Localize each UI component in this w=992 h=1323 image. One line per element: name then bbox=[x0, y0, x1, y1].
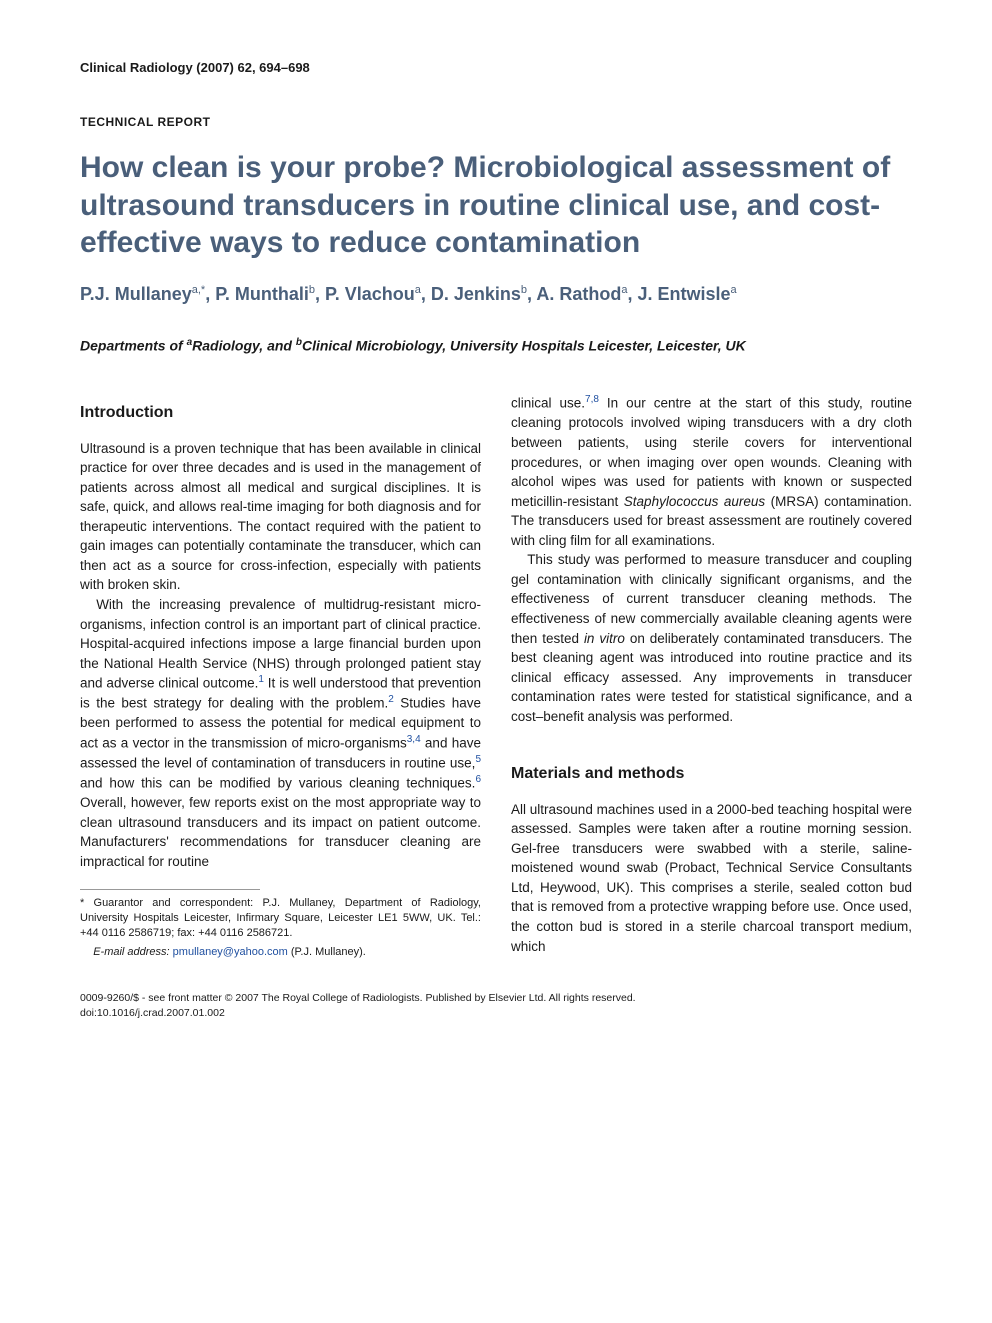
email-label: E-mail address: bbox=[93, 946, 169, 958]
correspondent-footnote: * Guarantor and correspondent: P.J. Mull… bbox=[80, 896, 481, 941]
intro-paragraph-1: Ultrasound is a proven technique that ha… bbox=[80, 439, 481, 596]
intro-paragraph-2-continued: clinical use.7,8 In our centre at the st… bbox=[511, 393, 912, 550]
citation-link[interactable]: 6 bbox=[475, 774, 481, 785]
intro-paragraph-3: This study was performed to measure tran… bbox=[511, 550, 912, 726]
column-right: clinical use.7,8 In our centre at the st… bbox=[511, 393, 912, 961]
copyright-footer: 0009-9260/$ - see front matter © 2007 Th… bbox=[80, 991, 912, 1020]
footnote-separator bbox=[80, 889, 260, 890]
citation-link[interactable]: 7,8 bbox=[585, 394, 599, 405]
article-title: How clean is your probe? Microbiological… bbox=[80, 149, 912, 262]
doi-line: doi:10.1016/j.crad.2007.01.002 bbox=[80, 1006, 912, 1021]
section-heading-introduction: Introduction bbox=[80, 401, 481, 424]
citation-link[interactable]: 5 bbox=[475, 754, 481, 765]
species-name: Staphylococcus aureus bbox=[624, 494, 765, 509]
methods-paragraph-1: All ultrasound machines used in a 2000-b… bbox=[511, 800, 912, 957]
email-footnote: E-mail address: pmullaney@yahoo.com (P.J… bbox=[80, 945, 481, 961]
body-text: clinical use. bbox=[511, 396, 585, 411]
latin-phrase: in vitro bbox=[584, 631, 625, 646]
email-suffix: (P.J. Mullaney). bbox=[288, 946, 366, 958]
email-link[interactable]: pmullaney@yahoo.com bbox=[173, 946, 288, 958]
article-type-label: TECHNICAL REPORT bbox=[80, 115, 912, 129]
affiliations-line: Departments of aRadiology, and bClinical… bbox=[80, 337, 912, 354]
section-heading-methods: Materials and methods bbox=[511, 762, 912, 785]
copyright-line: 0009-9260/$ - see front matter © 2007 Th… bbox=[80, 991, 912, 1006]
authors-line: P.J. Mullaneya,*, P. Munthalib, P. Vlach… bbox=[80, 282, 912, 307]
journal-citation: Clinical Radiology (2007) 62, 694–698 bbox=[80, 60, 912, 75]
column-left: Introduction Ultrasound is a proven tech… bbox=[80, 393, 481, 961]
body-text: In our centre at the start of this study… bbox=[511, 396, 912, 509]
body-columns: Introduction Ultrasound is a proven tech… bbox=[80, 393, 912, 961]
body-text: Overall, however, few reports exist on t… bbox=[80, 795, 481, 869]
body-text: and how this can be modified by various … bbox=[80, 776, 475, 791]
citation-link[interactable]: 3,4 bbox=[407, 734, 421, 745]
intro-paragraph-2: With the increasing prevalence of multid… bbox=[80, 595, 481, 871]
